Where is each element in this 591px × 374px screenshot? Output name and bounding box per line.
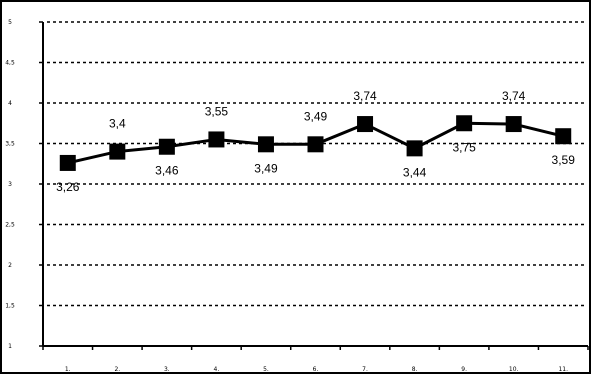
data-label: 3,74 (353, 89, 377, 103)
y-tick-label: 1,5 (5, 303, 15, 310)
x-tick-label: 6. (313, 366, 319, 373)
x-tick-label: 7. (362, 366, 368, 373)
data-point-marker (59, 154, 76, 171)
x-tick-label: 5. (263, 366, 269, 373)
x-tick-label: 3. (164, 366, 170, 373)
data-label: 3,75 (452, 140, 476, 154)
y-tick-label: 5 (8, 19, 12, 26)
x-axis-ticks: 1. 2. 3. 4. 5. 6. 7. 8. 9. 10. 11. (42, 346, 589, 373)
data-point-marker (456, 115, 473, 132)
data-point-marker (406, 140, 423, 157)
data-point-marker (357, 116, 374, 133)
data-point-marker (307, 136, 324, 153)
data-label: 3,26 (56, 180, 80, 194)
series (59, 115, 572, 171)
data-label: 3,4 (109, 117, 126, 131)
data-point-marker (257, 136, 274, 153)
data-point-marker (208, 131, 225, 148)
y-tick-label: 3 (8, 181, 12, 188)
y-tick-label: 4,5 (5, 60, 15, 67)
data-point-marker (158, 138, 175, 155)
y-tick-label: 2,5 (5, 222, 15, 229)
x-tick-label: 9. (461, 366, 467, 373)
data-label: 3,49 (254, 161, 278, 175)
data-point-marker (109, 143, 126, 160)
y-tick-label: 3,5 (5, 141, 15, 148)
data-label: 3,55 (205, 104, 229, 118)
x-tick-label: 1. (65, 366, 71, 373)
data-point-marker (505, 116, 522, 133)
data-label: 3,74 (502, 89, 526, 103)
data-label: 3,46 (155, 164, 179, 178)
x-tick-label: 8. (412, 366, 418, 373)
y-axis-ticks: 1 1,5 2 2,5 3 3,5 4 4,5 5 (5, 19, 43, 350)
data-label: 3,49 (304, 109, 328, 123)
y-tick-label: 4 (8, 100, 12, 107)
x-tick-label: 2. (114, 366, 120, 373)
x-tick-label: 4. (214, 366, 220, 373)
x-tick-label: 11. (558, 366, 568, 373)
y-tick-label: 2 (8, 262, 12, 269)
data-label: 3,44 (403, 165, 427, 179)
data-label: 3,59 (552, 153, 576, 167)
x-tick-label: 10. (509, 366, 519, 373)
data-labels: 3,26 3,4 3,46 3,55 3,49 3,49 3,74 3,44 3,75 3,74 3… (56, 89, 575, 194)
y-tick-label: 1 (8, 343, 12, 350)
data-point-marker (555, 128, 572, 145)
